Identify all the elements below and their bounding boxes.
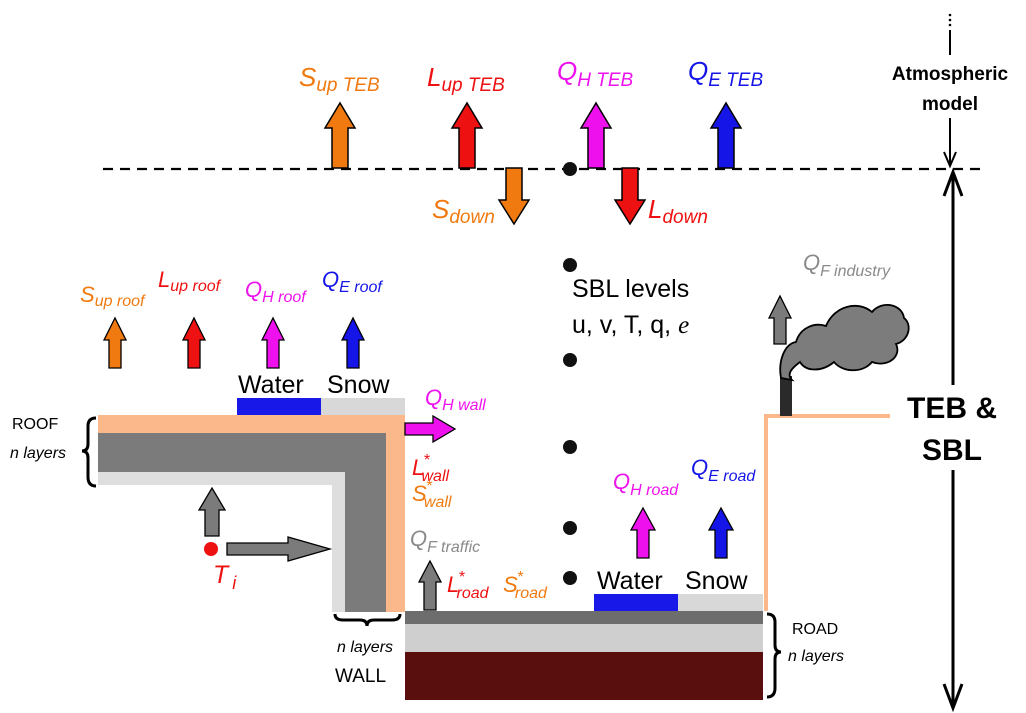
road-soil-layer — [405, 652, 763, 700]
l-down-label: Ldown — [648, 194, 708, 228]
l-road-label: L* road — [447, 569, 490, 602]
road-snow-reservoir — [678, 594, 763, 611]
teb-sbl-label-2: SBL — [922, 434, 982, 467]
qh-roof-arrow — [260, 316, 286, 369]
l-up-roof-arrow — [181, 316, 207, 369]
sbl-levels-variables: u, v, T, q, e — [572, 311, 689, 339]
qe-teb-label: QE TEB — [688, 56, 763, 91]
road-surface-layer — [405, 611, 763, 624]
s-up-teb-label: Sup TEB — [299, 62, 380, 96]
l-up-roof-label: Lup roof — [158, 267, 222, 295]
qf-traffic-label: QF traffic — [410, 526, 480, 556]
s-up-roof-label: Sup roof — [80, 282, 146, 310]
qh-road-arrow — [629, 506, 657, 559]
sbl-levels-title: SBL levels — [572, 275, 689, 303]
qh-road-label: QH road — [613, 469, 679, 499]
road-water-label: Water — [597, 567, 663, 595]
s-down-arrow — [497, 167, 531, 226]
l-down-arrow — [613, 167, 647, 226]
qf-industry-arrow — [767, 294, 793, 345]
qe-roof-label: QE roof — [322, 267, 383, 296]
roof-snow-reservoir — [321, 398, 405, 415]
road-layers-brace — [766, 612, 782, 699]
wall-layers-label: n layers — [337, 639, 393, 656]
s-road-label: S* road — [503, 569, 548, 602]
wall-layers-brace — [333, 613, 402, 627]
atmospheric-model-ellipsis — [948, 13, 952, 27]
wall-label: WALL — [335, 666, 386, 687]
right-building-outline — [764, 414, 890, 611]
roof-water-label: Water — [238, 371, 304, 399]
road-water-reservoir — [594, 594, 678, 611]
road-label: ROAD — [792, 621, 838, 638]
roof-layers-label: n layers — [10, 445, 66, 462]
qh-roof-label: QH roof — [245, 277, 307, 306]
qh-wall-label: QH wall — [425, 385, 486, 414]
l-wall-label: L* wall — [412, 452, 449, 485]
sbl-level-dots — [563, 162, 577, 585]
interior-right-arrow — [226, 536, 333, 562]
s-up-roof-arrow — [102, 316, 128, 369]
road-layers-label: n layers — [788, 648, 844, 665]
industry-chimney — [780, 376, 792, 416]
roof-snow-label: Snow — [327, 371, 390, 399]
qh-teb-arrow — [579, 101, 613, 169]
s-up-teb-arrow — [323, 101, 357, 169]
industry-smoke — [779, 304, 910, 382]
qh-wall-arrow — [404, 414, 457, 444]
road-middle-layer — [405, 624, 763, 652]
qf-traffic-arrow — [417, 559, 443, 611]
s-down-label: Sdown — [432, 194, 495, 228]
qh-teb-label: QH TEB — [557, 56, 634, 91]
s-wall-label: S* wall — [412, 478, 452, 511]
roof-layers-brace — [81, 416, 97, 488]
qe-road-label: QE road — [691, 455, 756, 485]
interior-temperature-dot — [204, 542, 218, 556]
atmospheric-model-label-2: model — [922, 94, 978, 115]
roof-label: ROOF — [12, 416, 58, 433]
l-up-teb-label: Lup TEB — [427, 62, 505, 96]
road-snow-label: Snow — [685, 567, 748, 595]
qf-industry-label: QF industry — [803, 250, 891, 280]
qe-teb-arrow — [709, 101, 743, 169]
atmospheric-model-label-1: Atmospheric — [892, 64, 1009, 85]
qe-roof-arrow — [340, 316, 366, 369]
qe-road-arrow — [707, 506, 735, 559]
interior-up-arrow — [197, 486, 227, 537]
roof-water-reservoir — [237, 398, 321, 415]
l-up-teb-arrow — [450, 101, 484, 169]
building-structure — [98, 415, 405, 612]
teb-sbl-label-1: TEB & — [907, 392, 997, 425]
